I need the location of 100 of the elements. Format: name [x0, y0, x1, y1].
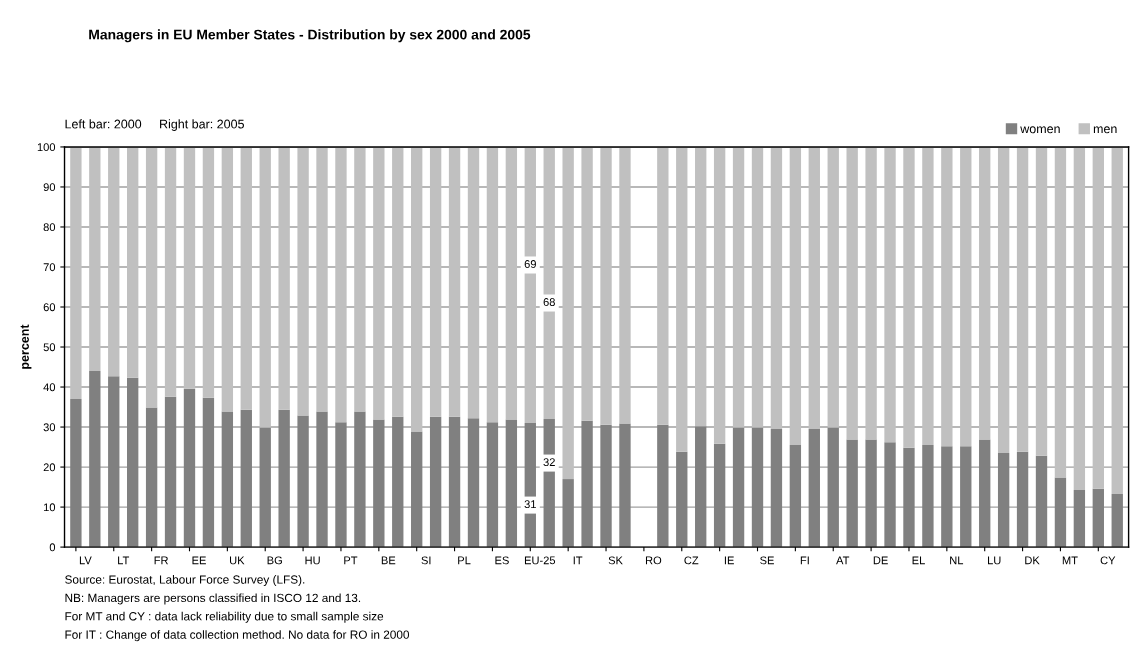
y-tick-label: 90 — [43, 183, 56, 192]
bar — [922, 445, 934, 548]
bar — [884, 146, 896, 443]
bar — [240, 409, 252, 548]
bar — [903, 146, 915, 448]
bar — [1111, 146, 1123, 494]
bar — [827, 427, 839, 548]
bar — [676, 451, 688, 548]
bar — [354, 411, 366, 548]
bar — [581, 420, 593, 548]
y-tick-label: 40 — [43, 383, 56, 392]
bar — [713, 443, 726, 548]
bar — [846, 146, 858, 440]
x-tick-label: SK — [608, 556, 623, 565]
bar — [562, 146, 574, 480]
bar — [486, 146, 499, 423]
bar — [713, 146, 726, 444]
bar — [997, 453, 1010, 548]
data-label: 68 — [543, 298, 555, 306]
bar — [1092, 488, 1104, 548]
x-tick-label: MT — [1062, 556, 1078, 565]
bar — [676, 146, 688, 452]
bar — [1073, 146, 1086, 490]
bar — [108, 146, 120, 377]
bar — [297, 146, 309, 416]
bar — [145, 146, 158, 408]
bar — [278, 146, 290, 410]
bar — [808, 429, 820, 548]
bar — [164, 396, 177, 548]
text: NB: Managers are persons classified in ISCO 12 and 13. — [65, 593, 361, 605]
bar — [335, 422, 347, 548]
bar — [619, 423, 631, 548]
bar — [979, 146, 991, 440]
x-tick-label: NL — [950, 556, 964, 565]
bar — [619, 146, 631, 424]
bar — [240, 146, 252, 410]
bar — [373, 419, 385, 548]
bar — [89, 146, 101, 372]
bar — [865, 146, 877, 440]
bar — [429, 146, 442, 417]
bar — [145, 407, 158, 548]
x-tick-label: EL — [912, 556, 925, 565]
bar — [1054, 477, 1067, 548]
bar — [259, 146, 271, 428]
y-tick-label: 60 — [43, 303, 56, 312]
bar — [392, 416, 404, 548]
bar — [108, 376, 120, 548]
text: Left bar: 2000 Right bar: 2005 — [65, 119, 244, 131]
bar — [164, 146, 177, 397]
x-tick-label: AT — [836, 556, 850, 565]
legend-label: women — [1020, 126, 1060, 134]
x-tick-label: DK — [1025, 556, 1040, 565]
x-tick-label: FR — [154, 556, 169, 565]
x-tick-label: CZ — [684, 556, 699, 565]
data-label: 69 — [524, 260, 536, 268]
y-axis-title: percent — [20, 324, 32, 369]
bar — [467, 146, 480, 419]
bar — [1111, 493, 1123, 548]
y-tick-label: 20 — [43, 463, 56, 472]
x-tick-label: LT — [118, 556, 130, 565]
text: For IT : Change of data collection method. No data for RO in 2000 — [65, 630, 410, 642]
bar — [884, 442, 896, 548]
bar — [183, 388, 196, 548]
x-tick-label: SE — [760, 556, 774, 565]
bar — [903, 447, 915, 548]
bar — [70, 146, 82, 400]
bar — [941, 446, 953, 548]
bar — [808, 146, 820, 430]
bar — [221, 411, 234, 548]
bar — [448, 146, 461, 417]
x-tick-label: LV — [79, 556, 92, 565]
y-tick-label: 80 — [43, 223, 56, 232]
bar — [827, 146, 839, 428]
bar — [70, 399, 82, 548]
bar — [89, 371, 101, 548]
bar — [1035, 455, 1048, 548]
bar — [657, 146, 669, 425]
x-tick-label: IT — [573, 556, 583, 565]
x-tick-label: IE — [724, 556, 734, 565]
bar — [505, 419, 518, 548]
y-tick-label: 10 — [43, 503, 56, 512]
bar — [581, 146, 593, 421]
x-tick-label: ES — [495, 556, 509, 565]
source-note: Source: Eurostat, Labour Force Survey (LFS). — [65, 575, 305, 587]
data-label: 31 — [524, 500, 536, 509]
bar — [732, 427, 745, 548]
bar — [695, 146, 707, 427]
bar — [960, 146, 972, 447]
y-tick-label: 0 — [49, 543, 56, 552]
bar — [657, 424, 669, 548]
bar — [1016, 451, 1029, 548]
bar — [941, 146, 953, 447]
bar — [770, 146, 783, 430]
bar — [562, 479, 574, 548]
bar — [429, 416, 442, 548]
bar — [960, 446, 972, 548]
bar — [600, 146, 612, 425]
bar — [1035, 146, 1048, 456]
y-tick-label: 70 — [43, 263, 56, 272]
bar — [505, 146, 518, 420]
